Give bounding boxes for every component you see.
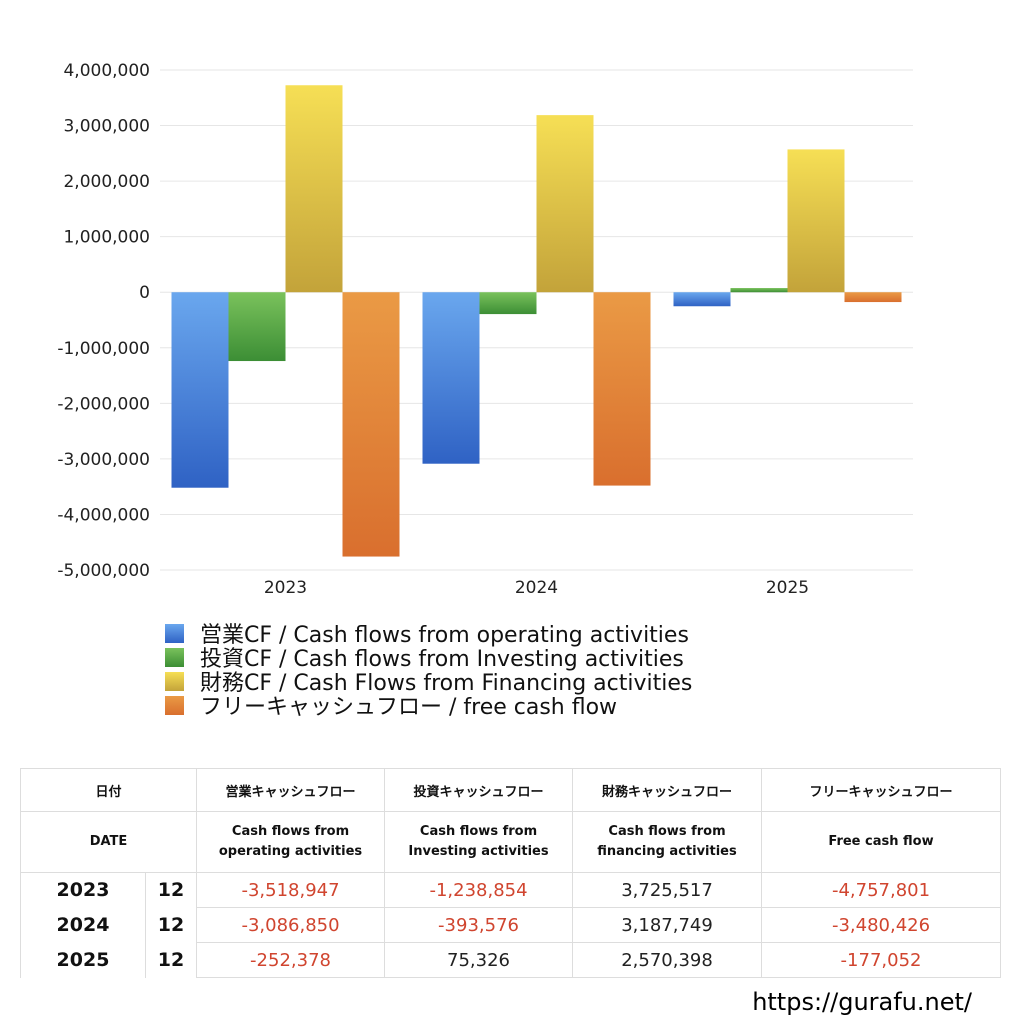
header-investing-en: Cash flows from Investing activities [384, 811, 574, 873]
header-financing-jp: 財務キャッシュフロー [572, 768, 763, 812]
y-tick-label: -4,000,000 [57, 505, 150, 525]
y-tick-label: -1,000,000 [57, 339, 150, 359]
bar-operating-2024 [422, 292, 480, 464]
row-month: 12 [144, 907, 198, 943]
bars [171, 85, 902, 557]
legend-swatch-financing [165, 671, 184, 691]
y-tick-label: -2,000,000 [57, 394, 150, 414]
legend-label-financing: 財務CF / Cash Flows from Financing activit… [200, 671, 693, 696]
bar-investing-2023 [228, 292, 286, 362]
header-operating-jp: 営業キャッシュフロー [196, 768, 386, 812]
cell-operating: -3,086,850 [196, 907, 386, 943]
legend-swatch-free [165, 695, 184, 715]
legend-label-operating: 営業CF / Cash flows from operating activit… [200, 623, 689, 648]
table-row: 2023 12 -3,518,947 -1,238,854 3,725,517 … [20, 872, 1002, 908]
legend-item-operating: 営業CF / Cash flows from operating activit… [165, 621, 692, 648]
cell-operating: -252,378 [196, 942, 386, 978]
cell-operating: -3,518,947 [196, 872, 386, 908]
cell-free: -3,480,426 [761, 907, 1002, 943]
row-year: 2023 [20, 872, 146, 908]
cell-financing: 3,725,517 [572, 872, 763, 908]
legend-item-investing: 投資CF / Cash flows from Investing activit… [165, 645, 692, 672]
legend-item-financing: 財務CF / Cash Flows from Financing activit… [165, 669, 692, 696]
bar-free-2023 [342, 292, 400, 557]
y-tick-label: 1,000,000 [63, 228, 150, 248]
bar-investing-2025 [730, 288, 788, 293]
x-axis-categories: 2023 2024 2025 [264, 578, 809, 598]
bar-free-2025 [844, 292, 902, 303]
row-month: 12 [144, 872, 198, 908]
legend-label-free: フリーキャッシュフロー / free cash flow [200, 695, 618, 720]
row-year: 2025 [20, 942, 146, 978]
header-investing-jp: 投資キャッシュフロー [384, 768, 574, 812]
x-tick-label: 2024 [515, 578, 558, 598]
y-tick-label: 0 [139, 283, 150, 303]
bar-operating-2025 [673, 292, 731, 307]
bar-financing-2025 [787, 149, 845, 293]
cell-investing: -393,576 [384, 907, 574, 943]
y-tick-label: 3,000,000 [63, 117, 150, 137]
cell-investing: 75,326 [384, 942, 574, 978]
bar-financing-2023 [285, 85, 343, 293]
cell-investing: -1,238,854 [384, 872, 574, 908]
legend-item-free: フリーキャッシュフロー / free cash flow [165, 693, 692, 720]
table-header-jp: 日付 営業キャッシュフロー 投資キャッシュフロー 財務キャッシュフロー フリーキ… [19, 768, 1002, 812]
header-financing-en: Cash flows from financing activities [572, 811, 763, 873]
header-free-en: Free cash flow [761, 811, 1002, 873]
table-row: 2025 12 -252,378 75,326 2,570,398 -177,0… [20, 942, 1002, 978]
table-row: 2024 12 -3,086,850 -393,576 3,187,749 -3… [20, 907, 1002, 943]
bar-investing-2024 [479, 292, 537, 315]
y-tick-label: 4,000,000 [63, 61, 150, 81]
bar-financing-2024 [536, 115, 594, 293]
site-url: https://gurafu.net/ [752, 988, 972, 1016]
y-tick-label: -5,000,000 [57, 561, 150, 581]
header-free-jp: フリーキャッシュフロー [761, 768, 1002, 812]
legend-swatch-investing [165, 647, 184, 667]
y-tick-label: 2,000,000 [63, 172, 150, 192]
bar-free-2024 [593, 292, 651, 486]
header-operating-en: Cash flows from operating activities [196, 811, 386, 873]
y-tick-label: -3,000,000 [57, 450, 150, 470]
cash-flow-bar-chart: 4,000,000 3,000,000 2,000,000 1,000,000 0 -1,… [57, 61, 913, 598]
x-tick-label: 2023 [264, 578, 307, 598]
cell-free: -4,757,801 [761, 872, 1002, 908]
table-header-en: DATE Cash flows from operating activities… [19, 811, 1002, 873]
header-date-en: DATE [19, 811, 198, 873]
legend-label-investing: 投資CF / Cash flows from Investing activit… [200, 647, 684, 672]
y-axis-ticks: 4,000,000 3,000,000 2,000,000 1,000,000 0 -1,… [57, 61, 150, 581]
cell-financing: 2,570,398 [572, 942, 763, 978]
row-month: 12 [144, 942, 198, 978]
legend-swatch-operating [165, 623, 184, 643]
bar-operating-2023 [171, 292, 229, 488]
cell-financing: 3,187,749 [572, 907, 763, 943]
legend: 営業CF / Cash flows from operating activit… [165, 621, 692, 720]
cash-flow-table: 日付 営業キャッシュフロー 投資キャッシュフロー 財務キャッシュフロー フリーキ… [19, 768, 1002, 978]
header-date-jp: 日付 [19, 768, 198, 812]
cell-free: -177,052 [761, 942, 1002, 978]
x-tick-label: 2025 [766, 578, 809, 598]
row-year: 2024 [20, 907, 146, 943]
